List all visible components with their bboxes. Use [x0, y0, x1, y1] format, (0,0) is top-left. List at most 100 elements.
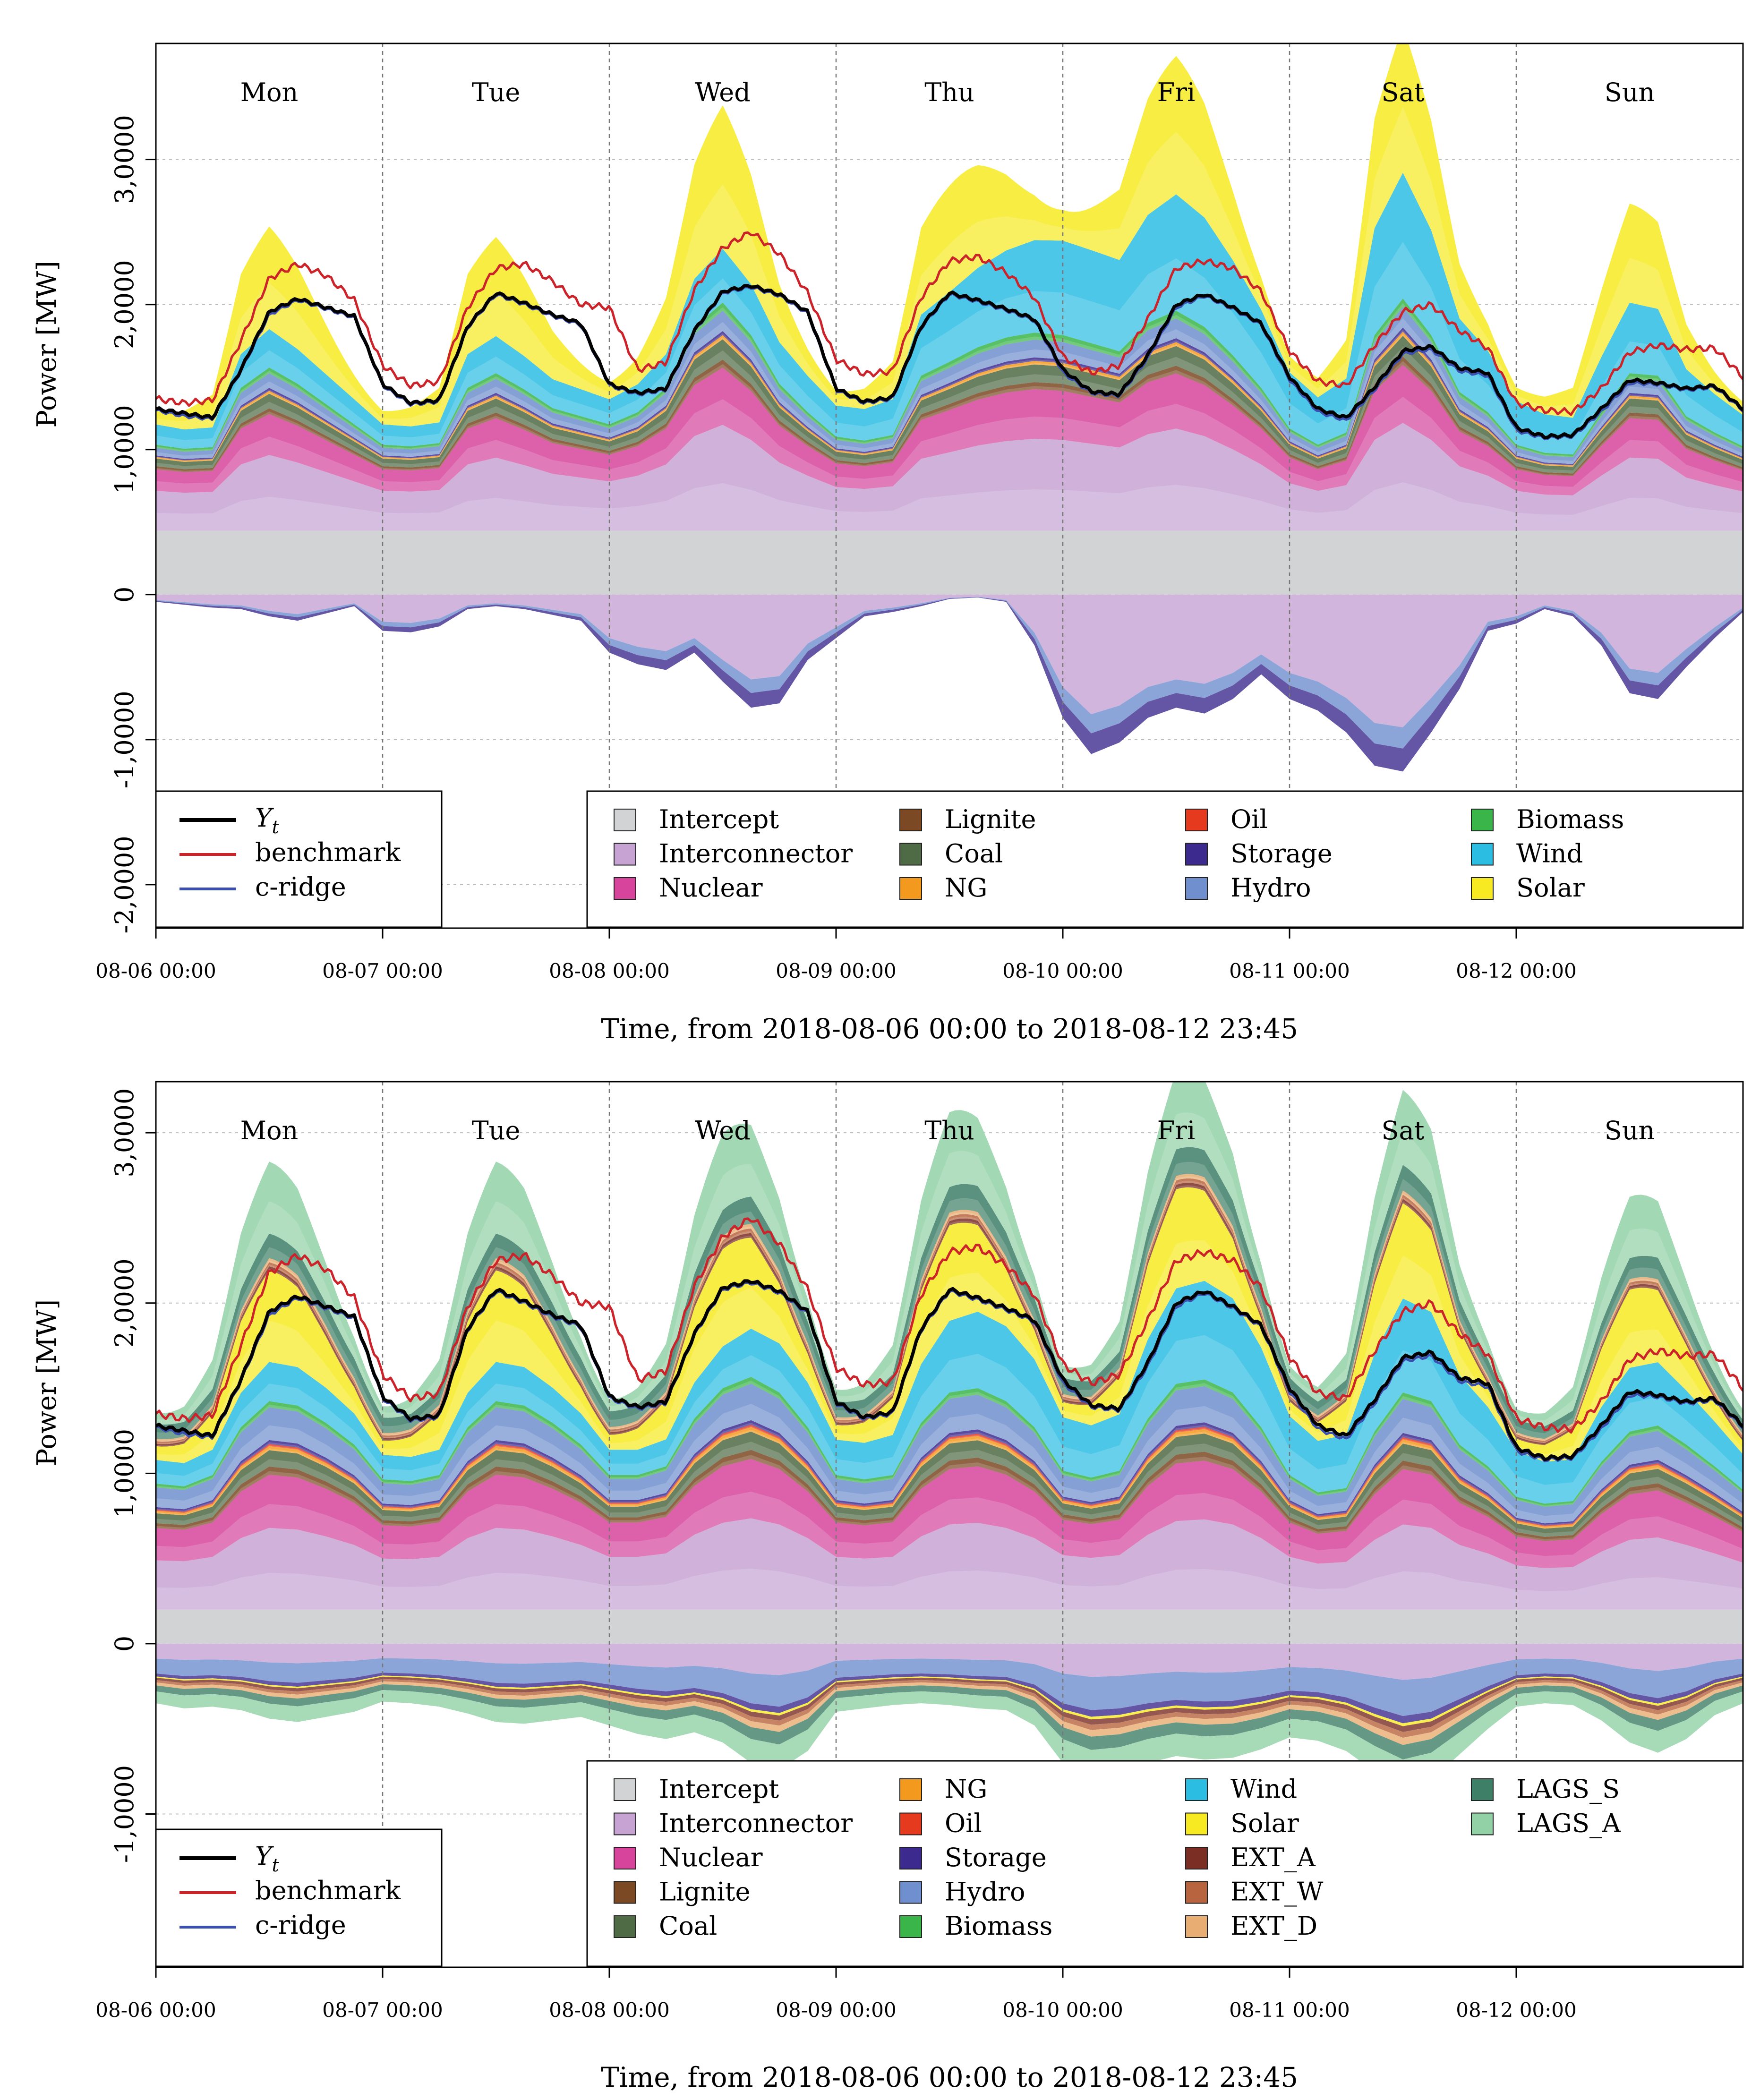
- legend-label-oil: Oil: [1230, 804, 1268, 834]
- y-tick-label: 0: [110, 1636, 139, 1652]
- intercept-band: [156, 1609, 1743, 1644]
- component-legend-box: [586, 1760, 1744, 1967]
- legend-swatch-nuclear: [614, 877, 636, 900]
- day-label: Wed: [695, 1116, 751, 1145]
- legend-label-solar: Solar: [1230, 1809, 1299, 1838]
- neg-band-ext-d: [156, 1681, 1743, 1745]
- day-label: Thu: [924, 1116, 974, 1145]
- legend-label-biomass: Biomass: [1516, 804, 1624, 834]
- stack-band-coal: [156, 1431, 1743, 1537]
- day-label: Tue: [472, 1116, 521, 1145]
- legend-swatch-storage: [899, 1847, 922, 1870]
- line-legend-label: Yt: [255, 1841, 280, 1876]
- legend-label-coal: Coal: [659, 1911, 717, 1941]
- line-legend-label: benchmark: [255, 1876, 402, 1905]
- y-tick-label: -1,0000: [110, 691, 139, 788]
- legend-swatch-lignite: [899, 809, 922, 831]
- day-label: Sun: [1605, 77, 1655, 107]
- stack-band-interconnector: [156, 423, 1743, 531]
- neg-band-lags-a: [156, 1690, 1743, 1789]
- line-legend-label: benchmark: [255, 837, 402, 867]
- legend-swatch-solar: [1471, 877, 1494, 900]
- day-label: Wed: [695, 77, 751, 107]
- legend-label-storage: Storage: [945, 1843, 1047, 1872]
- stack-band-shade-lags-a: [156, 1112, 1743, 1426]
- plot-area: [156, 1082, 1743, 1967]
- legend-label-interconnector: Interconnector: [659, 1809, 853, 1838]
- neg-band-hydro: [156, 597, 1743, 749]
- legend-label-intercept: Intercept: [659, 804, 779, 834]
- chart-panel-1: Mon Tue Wed Thu Fri Sat Sun 3,0000 2,0000 1,0000 0…: [32, 43, 1744, 1045]
- legend-swatch-oil: [1185, 809, 1208, 831]
- x-axis-label: Time, from 2018-08-06 00:00 to 2018-08-1…: [601, 2061, 1298, 2093]
- stack-band-shade-interconnector: [156, 482, 1743, 531]
- legend-swatch-solar: [1185, 1812, 1208, 1835]
- legend-label-lags-s: LAGS_S: [1516, 1774, 1620, 1804]
- stack-band-shade-nuclear: [156, 397, 1743, 495]
- x-tick-label: 08-06 00:00: [95, 1998, 216, 2022]
- line-legend-text: Y: [255, 1841, 274, 1871]
- legend-label-biomass: Biomass: [945, 1911, 1052, 1941]
- legend-swatch-ext-w: [1185, 1881, 1208, 1904]
- legend-label-nuclear: Nuclear: [659, 873, 763, 903]
- legend-label-lignite: Lignite: [945, 804, 1036, 834]
- legend-label-oil: Oil: [945, 1809, 982, 1838]
- legend-swatch-biomass: [899, 1915, 922, 1938]
- x-tick-label: 08-07 00:00: [322, 959, 443, 982]
- legend-swatch-lags-s: [1471, 1778, 1494, 1801]
- series-line-benchmark: [156, 1217, 1743, 1434]
- neg-band-storage: [156, 1673, 1743, 1724]
- legend-swatch-biomass: [1471, 809, 1494, 831]
- legend-label-ext-d: EXT_D: [1230, 1911, 1317, 1941]
- legend-label-ng: NG: [945, 873, 987, 903]
- legend-label-storage: Storage: [1230, 839, 1333, 869]
- day-label: Fri: [1157, 77, 1196, 107]
- line-legend-text: c-ridge: [255, 1910, 346, 1940]
- day-label: Fri: [1157, 1116, 1196, 1145]
- stack-band-shade-hydro: [156, 1404, 1743, 1524]
- legend-label-hydro: Hydro: [945, 1877, 1025, 1907]
- y-axis-label: Power [MW]: [32, 1299, 62, 1466]
- legend-label-hydro: Hydro: [1230, 873, 1311, 903]
- series-line-y-t: [156, 1279, 1743, 1461]
- legend-swatch-intercept: [614, 1778, 636, 1801]
- neg-band-interconnector: [156, 1643, 1743, 1680]
- stack-band-shade-solar: [156, 107, 1743, 430]
- day-label: Tue: [472, 77, 521, 107]
- legend-swatch-coal: [899, 843, 922, 866]
- series-line-y-t: [156, 284, 1743, 440]
- y-tick-label: 0: [110, 587, 139, 603]
- legend-swatch-lignite: [614, 1881, 636, 1904]
- y-tick-label: -1,0000: [110, 1765, 139, 1863]
- line-legend-box: [155, 790, 443, 928]
- line-legend-text: Y: [255, 803, 274, 833]
- y-tick-label: 2,0000: [110, 260, 139, 349]
- neg-band-storage: [156, 597, 1743, 772]
- legend-label-wind: Wind: [1516, 839, 1583, 869]
- legend-label-intercept: Intercept: [659, 1774, 779, 1804]
- legend-label-ext-w: EXT_W: [1230, 1877, 1324, 1907]
- legend-swatch-nuclear: [614, 1847, 636, 1870]
- y-tick-label: -2,0000: [110, 836, 139, 933]
- legend-label-lags-a: LAGS_A: [1516, 1809, 1621, 1838]
- stack-band-shade-nuclear: [156, 1492, 1743, 1568]
- day-label: Sat: [1382, 77, 1425, 107]
- legend-label-ext-a: EXT_A: [1230, 1843, 1316, 1872]
- x-tick-label: 08-11 00:00: [1229, 1998, 1350, 2022]
- chart-panel-2: Mon Tue Wed Thu Fri Sat Sun 3,0000 2,0000 1,0000 0…: [32, 1081, 1744, 2093]
- plot-area: [156, 43, 1743, 928]
- legend-swatch-coal: [614, 1915, 636, 1938]
- legend-swatch-oil: [899, 1812, 922, 1835]
- x-tick-label: 08-09 00:00: [776, 1998, 896, 2022]
- day-label: Thu: [924, 77, 974, 107]
- x-tick-label: 08-10 00:00: [1002, 959, 1123, 982]
- day-label: Mon: [240, 77, 299, 107]
- x-tick-label: 08-12 00:00: [1456, 959, 1576, 982]
- legend-swatch-wind: [1471, 843, 1494, 866]
- x-tick-label: 08-07 00:00: [322, 1998, 443, 2022]
- x-tick-label: 08-12 00:00: [1456, 1998, 1576, 2022]
- x-tick-label: 08-06 00:00: [95, 959, 216, 982]
- neg-band-ext-a: [156, 1676, 1743, 1732]
- stack-band-shade-wind: [156, 242, 1743, 455]
- legend-swatch-wind: [1185, 1778, 1208, 1801]
